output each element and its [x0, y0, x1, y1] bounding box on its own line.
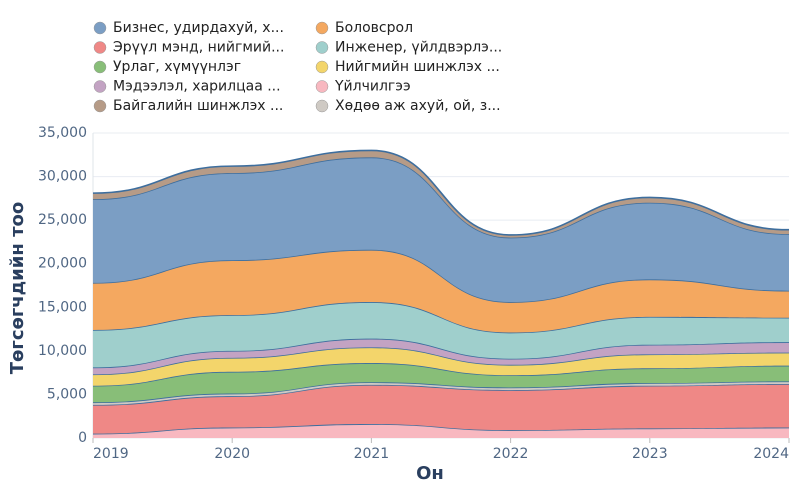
legend-item: Хөдөө аж ахуй, ой, з...: [315, 98, 501, 114]
legend-marker: [315, 41, 329, 54]
legend-marker: [93, 21, 107, 35]
x-tick-label: 2021: [354, 446, 390, 462]
legend-item: Инженер, үйлдвэрлэ...: [315, 40, 502, 56]
legend-marker: [93, 99, 107, 113]
x-tick-label: 2024: [753, 446, 789, 462]
y-tick-label: 5,000: [47, 386, 87, 402]
area-edge: [92, 301, 790, 334]
x-tick-label: 2023: [632, 446, 668, 462]
legend-label: Мэдээлэл, харилцаа ...: [113, 79, 281, 95]
legend-label: Боловсрол: [335, 20, 413, 36]
legend-item: Байгалийн шинжлэх ...: [93, 98, 283, 114]
legend-marker: [93, 41, 107, 54]
x-tick-label: 2022: [493, 446, 529, 462]
legend-marker: [93, 80, 107, 93]
y-tick-label: 35,000: [38, 125, 87, 141]
legend-label: Эрүүл мэнд, нийгмий...: [113, 40, 284, 56]
y-tick-label: 20,000: [38, 256, 87, 272]
legend-item: Мэдээлэл, харилцаа ...: [93, 79, 281, 95]
legend-marker: [315, 99, 329, 113]
legend-marker: [315, 60, 329, 74]
area: [93, 338, 789, 375]
legend-label: Хөдөө аж ахуй, ой, з...: [335, 98, 501, 114]
legend-item: Урлаг, хүмүүнлэг: [93, 59, 241, 75]
legend-label: Нийгмийн шинжлэх ...: [335, 59, 500, 75]
area: [93, 249, 789, 333]
y-tick-label: 15,000: [38, 299, 87, 315]
area: [93, 381, 789, 405]
x-axis-title: Он: [416, 463, 444, 484]
area: [93, 363, 789, 403]
legend-label: Бизнес, удирдахуй, х...: [113, 20, 284, 36]
x-tick-label: 2019: [93, 446, 129, 462]
legend-label: Инженер, үйлдвэрлэ...: [335, 40, 502, 56]
legend-item: Үйлчилгээ: [315, 79, 411, 95]
legend-marker: [315, 21, 329, 35]
legend-item: Боловсрол: [315, 20, 413, 36]
area: [93, 383, 789, 434]
area: [93, 150, 789, 238]
y-axis-title: Төгсөгчдийн тоо: [7, 202, 28, 374]
legend-item: Эрүүл мэнд, нийгмий...: [93, 40, 284, 56]
legend-marker: [315, 80, 329, 93]
y-tick-label: 0: [78, 430, 87, 446]
y-tick-label: 25,000: [38, 212, 87, 228]
legend-item: Нийгмийн шинжлэх ...: [315, 59, 500, 75]
legend-item: Бизнес, удирдахуй, х...: [93, 20, 284, 36]
y-tick-label: 10,000: [38, 343, 87, 359]
y-tick-label: 30,000: [38, 169, 87, 185]
x-tick-label: 2020: [214, 446, 250, 462]
area-edge: [92, 149, 790, 236]
area: [93, 157, 789, 303]
legend-label: Урлаг, хүмүүнлэг: [113, 59, 241, 75]
legend-marker: [93, 60, 107, 74]
legend-label: Байгалийн шинжлэх ...: [113, 98, 283, 114]
legend-label: Үйлчилгээ: [334, 79, 411, 95]
area: [93, 302, 789, 368]
